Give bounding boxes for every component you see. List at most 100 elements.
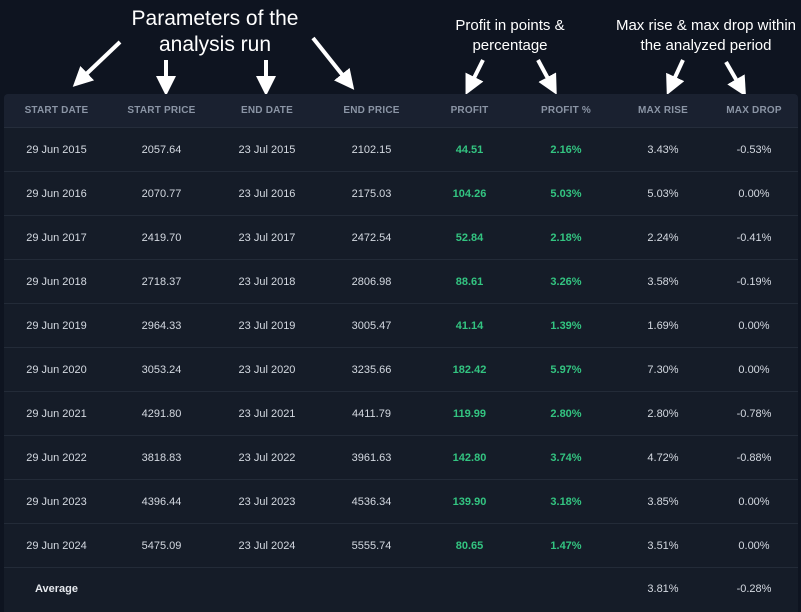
table-row: 29 Jun 2024 5475.09 23 Jul 2024 5555.74 80.6… (4, 524, 798, 568)
cell-profit: 80.65 (455, 539, 484, 552)
cell-start-price: 3053.24 (141, 363, 182, 376)
cell-start-date: 29 Jun 2018 (26, 275, 87, 288)
cell-end-price: 3005.47 (351, 319, 392, 332)
cell-profit-pct: 3.18% (550, 495, 582, 508)
header-end-price[interactable]: END PRICE (343, 105, 400, 116)
cell-end-price: 2472.54 (351, 231, 392, 244)
cell-start-date: 29 Jun 2024 (26, 539, 87, 552)
table-row: 29 Jun 2019 2964.33 23 Jul 2019 3005.47 41.1… (4, 304, 798, 348)
cell-start-date: 29 Jun 2020 (26, 363, 87, 376)
cell-end-date: 23 Jul 2023 (238, 495, 296, 508)
cell-end-date: 23 Jul 2015 (238, 143, 296, 156)
cell-profit-pct: 5.03% (550, 187, 582, 200)
average-label: Average (34, 583, 78, 595)
cell-max-rise: 2.24% (647, 231, 679, 244)
cell-max-drop: -0.19% (736, 275, 772, 288)
cell-max-rise: 3.85% (647, 495, 679, 508)
cell-profit-pct: 3.26% (550, 275, 582, 288)
cell-end-date: 23 Jul 2020 (238, 363, 296, 376)
cell-max-drop: 0.00% (738, 495, 770, 508)
cell-max-drop: -0.78% (736, 407, 772, 420)
cell-end-price: 2175.03 (351, 187, 392, 200)
cell-end-price: 5555.74 (351, 539, 392, 552)
cell-profit-pct: 1.47% (550, 539, 582, 552)
cell-end-date: 23 Jul 2024 (238, 539, 296, 552)
cell-max-rise: 4.72% (647, 451, 679, 464)
table-row: 29 Jun 2023 4396.44 23 Jul 2023 4536.34 139.… (4, 480, 798, 524)
header-max-rise[interactable]: MAX RISE (638, 105, 688, 116)
annotation-parameters: Parameters of the analysis run (131, 7, 299, 56)
header-start-date[interactable]: START DATE (24, 105, 89, 116)
annotation-profit: Profit in points & percentage (455, 17, 565, 54)
cell-start-date: 29 Jun 2019 (26, 319, 87, 332)
cell-end-price: 3235.66 (351, 363, 392, 376)
cell-start-price: 5475.09 (141, 539, 182, 552)
cell-profit-pct: 2.80% (550, 407, 582, 420)
cell-profit: 182.42 (452, 363, 487, 376)
cell-max-rise: 5.03% (647, 187, 679, 200)
cell-start-date: 29 Jun 2016 (26, 187, 87, 200)
results-table: START DATE START PRICE END DATE END PRIC… (4, 94, 798, 612)
cell-profit: 88.61 (455, 275, 484, 288)
cell-profit: 139.90 (452, 495, 487, 508)
header-profit[interactable]: PROFIT (450, 105, 489, 116)
cell-max-drop: 0.00% (738, 539, 770, 552)
cell-profit-pct: 2.16% (550, 143, 582, 156)
table-row: 29 Jun 2020 3053.24 23 Jul 2020 3235.66 182.… (4, 348, 798, 392)
header-end-date[interactable]: END DATE (241, 105, 293, 116)
table-row: 29 Jun 2016 2070.77 23 Jul 2016 2175.03 104.… (4, 172, 798, 216)
header-start-price[interactable]: START PRICE (127, 105, 196, 116)
cell-max-drop: -0.41% (736, 231, 772, 244)
table-body: 29 Jun 2015 2057.64 23 Jul 2015 2102.15 44.5… (4, 128, 798, 568)
cell-start-date: 29 Jun 2022 (26, 451, 87, 464)
cell-max-drop: -0.53% (736, 143, 772, 156)
cell-profit: 52.84 (455, 231, 484, 244)
cell-start-date: 29 Jun 2017 (26, 231, 87, 244)
average-max-drop: -0.28% (736, 583, 772, 595)
cell-end-date: 23 Jul 2021 (238, 407, 296, 420)
cell-max-rise: 1.69% (647, 319, 679, 332)
cell-start-date: 29 Jun 2023 (26, 495, 87, 508)
cell-end-date: 23 Jul 2017 (238, 231, 296, 244)
cell-max-drop: 0.00% (738, 363, 770, 376)
cell-start-price: 2419.70 (141, 231, 182, 244)
arrow-max-drop (724, 61, 746, 95)
cell-start-date: 29 Jun 2015 (26, 143, 87, 156)
cell-start-price: 4396.44 (141, 495, 182, 508)
cell-max-rise: 3.43% (647, 143, 679, 156)
cell-start-price: 4291.80 (141, 407, 182, 420)
arrow-max-rise (666, 59, 685, 95)
cell-start-date: 29 Jun 2021 (26, 407, 87, 420)
cell-max-rise: 7.30% (647, 363, 679, 376)
annotation-rise-drop: Max rise & max drop within the analyzed … (615, 17, 797, 54)
cell-max-drop: 0.00% (738, 319, 770, 332)
table-row: 29 Jun 2018 2718.37 23 Jul 2018 2806.98 88.6… (4, 260, 798, 304)
cell-start-price: 3818.83 (141, 451, 182, 464)
table-row: 29 Jun 2017 2419.70 23 Jul 2017 2472.54 52.8… (4, 216, 798, 260)
cell-start-price: 2718.37 (141, 275, 182, 288)
arrow-profit-pct (536, 59, 557, 95)
table-row: 29 Jun 2015 2057.64 23 Jul 2015 2102.15 44.5… (4, 128, 798, 172)
cell-max-rise: 2.80% (647, 407, 679, 420)
header-max-drop[interactable]: MAX DROP (726, 105, 782, 116)
table-header: START DATE START PRICE END DATE END PRIC… (4, 94, 798, 128)
cell-end-price: 4536.34 (351, 495, 392, 508)
cell-end-date: 23 Jul 2018 (238, 275, 296, 288)
cell-end-date: 23 Jul 2019 (238, 319, 296, 332)
table-row: 29 Jun 2022 3818.83 23 Jul 2022 3961.63 142.… (4, 436, 798, 480)
cell-max-drop: 0.00% (738, 187, 770, 200)
cell-start-price: 2057.64 (141, 143, 182, 156)
cell-profit-pct: 5.97% (550, 363, 582, 376)
cell-max-rise: 3.51% (647, 539, 679, 552)
header-profit-pct[interactable]: PROFIT % (541, 105, 591, 116)
average-row: Average 3.81% -0.28% (4, 568, 798, 610)
cell-end-price: 3961.63 (351, 451, 392, 464)
cell-end-date: 23 Jul 2022 (238, 451, 296, 464)
cell-profit: 44.51 (455, 143, 484, 156)
cell-profit: 41.14 (455, 319, 484, 332)
cell-profit: 119.99 (452, 407, 487, 420)
arrow-profit (465, 59, 485, 95)
cell-max-rise: 3.58% (647, 275, 679, 288)
cell-end-price: 2806.98 (351, 275, 392, 288)
cell-profit-pct: 2.18% (550, 231, 582, 244)
